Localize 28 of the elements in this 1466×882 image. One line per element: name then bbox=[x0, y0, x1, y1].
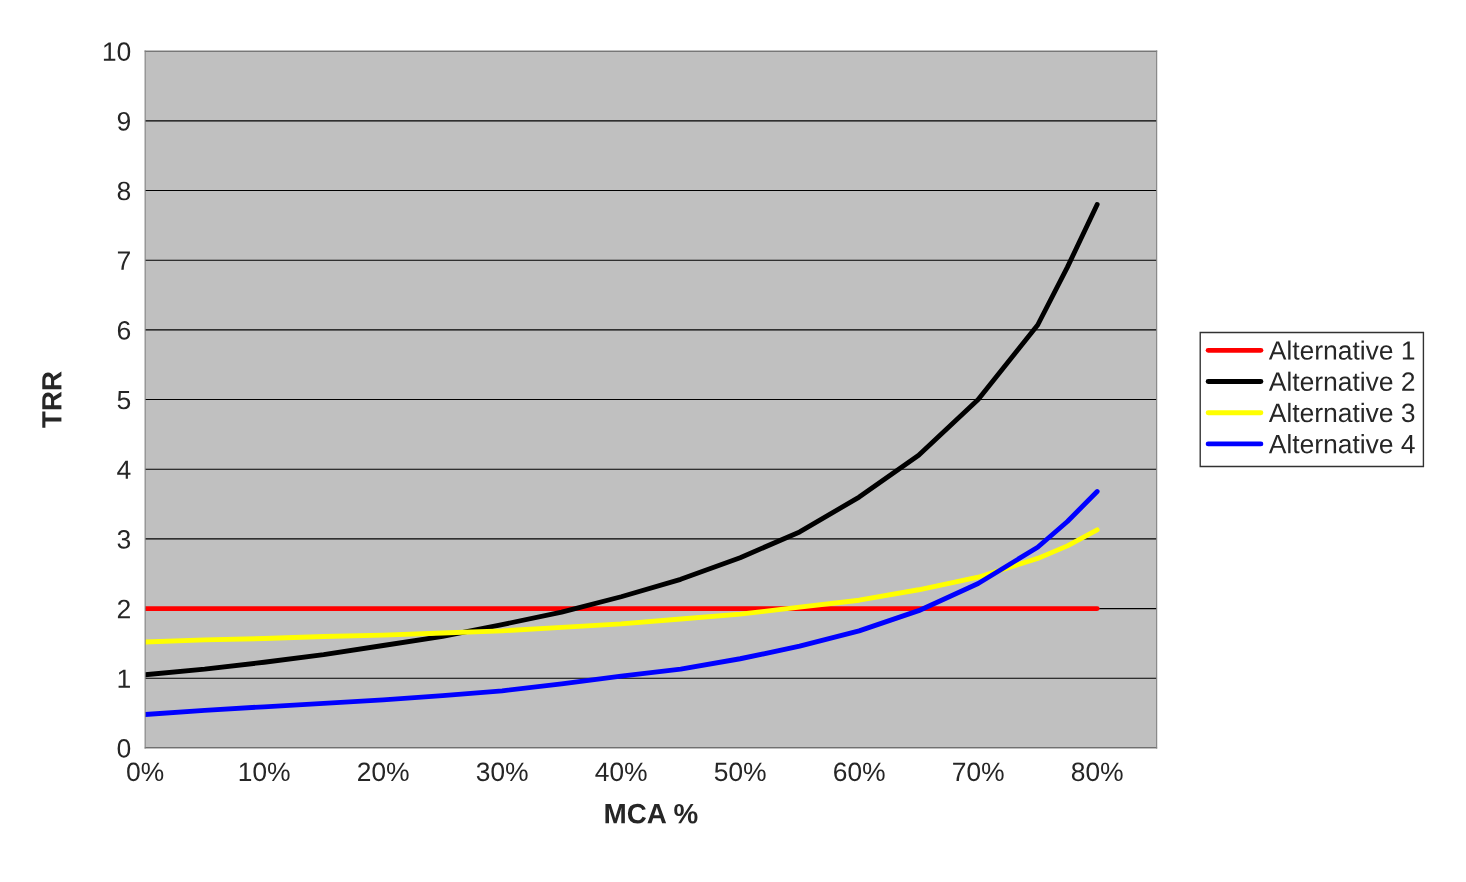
y-tick-label: 2 bbox=[117, 599, 130, 619]
legend-label: Alternative 2 bbox=[1268, 371, 1415, 392]
y-tick-label: 8 bbox=[117, 181, 131, 201]
x-tick-label: 20% bbox=[358, 762, 409, 782]
x-tick-label: 30% bbox=[476, 762, 528, 782]
y-tick-label: 6 bbox=[117, 321, 131, 340]
y-tick-label: 0 bbox=[117, 739, 131, 758]
y-tick-label: 3 bbox=[117, 530, 131, 549]
y-tick-label: 9 bbox=[117, 111, 130, 131]
legend-label: Alternative 4 bbox=[1268, 434, 1415, 454]
x-tick-label: 50% bbox=[714, 762, 766, 782]
legend-label: Alternative 1 bbox=[1268, 340, 1415, 360]
x-tick-label: 10% bbox=[239, 762, 290, 782]
line-series bbox=[145, 489, 1100, 717]
y-tick-label: 1 bbox=[118, 669, 130, 688]
x-axis-title: MCA % bbox=[605, 803, 698, 824]
x-tick-label: 0% bbox=[127, 762, 164, 782]
y-axis-title: TRR bbox=[42, 371, 62, 428]
x-tick-label: 40% bbox=[595, 762, 647, 782]
y-tick-label: 4 bbox=[117, 460, 131, 479]
x-tick-label: 70% bbox=[953, 762, 1004, 782]
line-series bbox=[145, 527, 1100, 645]
y-tick-label: 10 bbox=[103, 42, 131, 61]
legend-label: Alternative 3 bbox=[1268, 402, 1415, 423]
y-tick-label: 5 bbox=[117, 390, 131, 410]
x-tick-label: 80% bbox=[1071, 762, 1123, 782]
y-tick-label: 7 bbox=[117, 251, 130, 270]
x-tick-label: 60% bbox=[834, 762, 885, 782]
